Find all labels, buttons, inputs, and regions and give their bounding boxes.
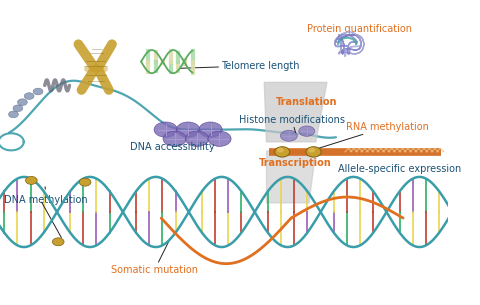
Circle shape bbox=[278, 148, 283, 152]
Circle shape bbox=[275, 147, 290, 157]
Text: DNA methylation: DNA methylation bbox=[4, 187, 88, 205]
Ellipse shape bbox=[208, 131, 231, 146]
Circle shape bbox=[52, 238, 64, 246]
Circle shape bbox=[306, 147, 321, 157]
Circle shape bbox=[79, 178, 91, 186]
Circle shape bbox=[24, 93, 34, 99]
Text: Translation: Translation bbox=[276, 97, 338, 107]
Ellipse shape bbox=[199, 122, 222, 137]
Polygon shape bbox=[264, 82, 327, 142]
Ellipse shape bbox=[280, 130, 298, 141]
Text: Protein quantification: Protein quantification bbox=[307, 24, 412, 34]
Ellipse shape bbox=[177, 122, 200, 137]
Text: DNA accessibility: DNA accessibility bbox=[130, 142, 215, 152]
Text: Histone modifications: Histone modifications bbox=[239, 115, 345, 133]
Circle shape bbox=[309, 148, 314, 152]
Polygon shape bbox=[266, 151, 316, 203]
Text: Telomere length: Telomere length bbox=[179, 61, 300, 70]
Ellipse shape bbox=[299, 126, 315, 136]
Circle shape bbox=[13, 105, 23, 112]
Circle shape bbox=[33, 88, 43, 95]
Circle shape bbox=[25, 176, 37, 184]
Text: Somatic mutation: Somatic mutation bbox=[111, 239, 198, 275]
Ellipse shape bbox=[163, 131, 186, 146]
Circle shape bbox=[17, 99, 27, 106]
Ellipse shape bbox=[185, 131, 209, 146]
Ellipse shape bbox=[154, 122, 178, 137]
Text: Allele-specific expression: Allele-specific expression bbox=[338, 164, 461, 174]
Text: RNA methylation: RNA methylation bbox=[315, 122, 429, 149]
Text: Transcription: Transcription bbox=[258, 158, 331, 168]
Circle shape bbox=[9, 111, 18, 118]
